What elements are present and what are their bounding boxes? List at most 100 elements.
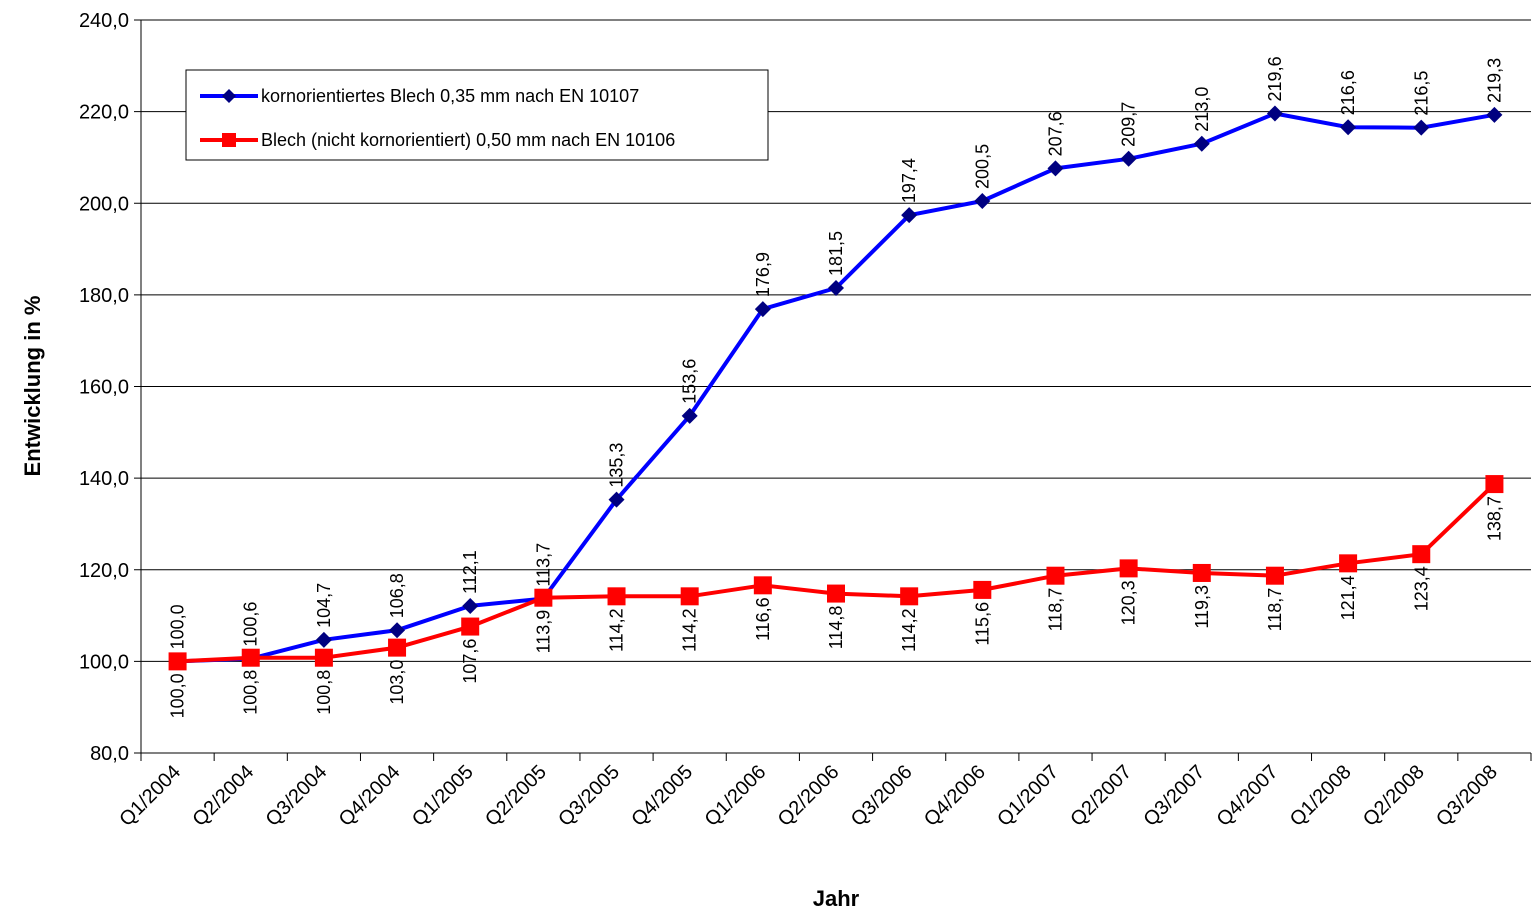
data-label: 113,7	[533, 543, 553, 587]
data-label: 176,9	[753, 252, 773, 297]
series-2-point	[753, 576, 772, 595]
x-tick-label: Q3/2004	[262, 761, 332, 831]
data-label: 181,5	[826, 231, 846, 276]
series-2-point	[680, 587, 699, 606]
data-label: 104,7	[314, 583, 334, 628]
legend: kornorientiertes Blech 0,35 mm nach EN 1…	[185, 69, 769, 161]
y-tick-label: 140,0	[79, 468, 129, 490]
data-label: 114,2	[607, 608, 627, 652]
x-tick-label: Q2/2005	[481, 761, 551, 831]
x-axis-title: Jahr	[813, 886, 860, 911]
series-1-point	[389, 622, 406, 639]
series-2-point	[1485, 475, 1504, 494]
data-label: 100,6	[241, 602, 261, 647]
y-axis-title: Entwicklung in %	[20, 296, 45, 477]
legend-box	[185, 69, 769, 161]
series-2-point	[534, 588, 553, 607]
series-1-point	[1413, 119, 1430, 136]
y-tick-label: 100,0	[79, 651, 129, 673]
data-label: 113,9	[533, 610, 553, 654]
series-1-point	[1193, 135, 1210, 152]
data-label: 219,3	[1484, 58, 1504, 103]
x-tick-label: Q4/2005	[627, 761, 697, 831]
x-tick-label: Q3/2006	[847, 761, 917, 831]
data-label: 103,0	[387, 660, 407, 705]
legend-marker-series-1	[222, 89, 236, 103]
x-tick-label: Q1/2006	[701, 761, 771, 831]
series-2-point	[388, 638, 407, 657]
series-1-point	[1047, 160, 1064, 177]
x-tick-label: Q2/2006	[774, 761, 844, 831]
data-label: 100,0	[168, 604, 188, 649]
series-2-point	[1339, 554, 1358, 573]
data-label: 138,7	[1484, 496, 1504, 541]
data-label: 153,6	[680, 359, 700, 404]
x-tick-label: Q1/2005	[408, 761, 478, 831]
series-2-point	[461, 617, 480, 636]
series-1-point	[828, 280, 844, 297]
x-tick-label: Q4/2004	[335, 761, 405, 831]
series-2-point	[1046, 566, 1065, 585]
data-label: 100,8	[241, 670, 261, 715]
x-tick-label: Q1/2007	[993, 761, 1063, 831]
x-tick-label: Q2/2007	[1066, 761, 1136, 831]
y-tick-label: 180,0	[79, 285, 129, 307]
x-tick-label: Q3/2007	[1140, 761, 1210, 831]
series-1-point	[1266, 105, 1283, 122]
series-1-point	[901, 207, 918, 224]
series-1-point	[315, 631, 332, 648]
y-tick-label: 160,0	[79, 377, 129, 399]
x-tick-label: Q2/2004	[188, 761, 258, 831]
series-2-point	[900, 587, 919, 606]
data-label: 197,4	[899, 158, 919, 203]
data-label: 116,6	[753, 597, 773, 641]
data-label: 216,5	[1411, 71, 1431, 116]
series-2-point	[241, 648, 260, 667]
data-label: 100,0	[168, 673, 188, 718]
series-2-point	[1265, 566, 1284, 585]
series-1-point	[681, 407, 698, 424]
data-label: 123,4	[1411, 566, 1431, 611]
series-1-point	[1120, 150, 1137, 167]
legend-label-series-1: kornorientiertes Blech 0,35 mm nach EN 1…	[261, 86, 639, 106]
data-label: 119,3	[1192, 585, 1212, 629]
data-label: 114,2	[680, 608, 700, 652]
y-tick-label: 200,0	[79, 193, 129, 215]
series-line-1	[177, 111, 1495, 664]
y-tick-label: 80,0	[90, 743, 129, 765]
data-label: 213,0	[1192, 87, 1212, 132]
series-1-point	[974, 192, 991, 209]
series-2-point	[973, 580, 992, 599]
series-2-point	[1192, 563, 1211, 582]
series-2-point	[827, 584, 845, 603]
series-2-point	[1119, 559, 1138, 578]
data-label: 121,4	[1338, 575, 1358, 620]
data-label: 114,2	[899, 608, 919, 652]
data-label: 120,3	[1119, 580, 1139, 625]
data-label: 112,1	[460, 550, 480, 594]
y-tick-label: 240,0	[79, 10, 129, 32]
data-label: 100,8	[314, 670, 334, 715]
data-label: 115,6	[972, 602, 992, 646]
data-label: 135,3	[607, 443, 627, 488]
series-1-point	[754, 301, 771, 318]
data-label: 200,5	[972, 144, 992, 189]
data-label: 107,6	[460, 639, 480, 684]
x-tick-label: Q4/2006	[920, 761, 990, 831]
x-tick-label: Q2/2008	[1359, 761, 1429, 831]
series-2-point	[314, 648, 333, 667]
y-tick-label: 120,0	[79, 560, 129, 582]
series-2-point	[607, 587, 626, 606]
series-2-point	[168, 652, 187, 671]
legend-marker-series-2	[222, 133, 236, 147]
x-tick-label: Q3/2008	[1432, 761, 1502, 831]
legend-label-series-2: Blech (nicht kornorientiert) 0,50 mm nac…	[261, 130, 675, 150]
series	[168, 105, 1504, 671]
series-1-point	[608, 491, 625, 508]
series-1-point	[1340, 119, 1357, 136]
data-label: 118,7	[1265, 588, 1285, 632]
data-labels: 100,0 100,6 104,7 106,8 112,1 113,7 135,3 153,6…	[168, 56, 1505, 718]
data-label: 219,6	[1265, 56, 1285, 101]
series-1-point	[1486, 106, 1503, 123]
